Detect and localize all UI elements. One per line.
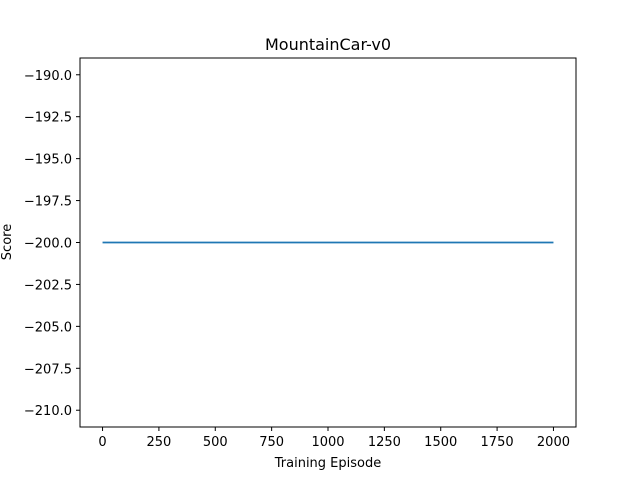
x-tick-label: 1000 bbox=[311, 435, 344, 450]
y-tick-label: −195.0 bbox=[24, 153, 72, 168]
y-tick-label: −205.0 bbox=[24, 320, 72, 335]
x-axis-label: Training Episode bbox=[274, 456, 381, 471]
x-tick-label: 2000 bbox=[537, 435, 570, 450]
y-axis-label: Score bbox=[0, 224, 15, 260]
x-tick-label: 0 bbox=[98, 435, 106, 450]
x-tick-label: 500 bbox=[203, 435, 228, 450]
y-tick-label: −197.5 bbox=[24, 195, 72, 210]
x-tick-label: 250 bbox=[146, 435, 171, 450]
x-tick-label: 1750 bbox=[481, 435, 514, 450]
x-axis-ticks: 0 250 500 750 1000 1250 1500 1750 2000 bbox=[98, 427, 570, 450]
y-tick-label: −190.0 bbox=[24, 69, 72, 84]
x-tick-label: 750 bbox=[259, 435, 284, 450]
y-tick-label: −202.5 bbox=[24, 278, 72, 293]
y-tick-label: −200.0 bbox=[24, 237, 72, 252]
y-tick-label: −210.0 bbox=[24, 404, 72, 419]
x-tick-label: 1250 bbox=[368, 435, 401, 450]
y-tick-label: −192.5 bbox=[24, 111, 72, 126]
y-axis-ticks: −190.0 −192.5 −195.0 −197.5 −200.0 −202.5 −205… bbox=[24, 69, 80, 419]
x-tick-label: 1500 bbox=[424, 435, 457, 450]
chart-title: MountainCar-v0 bbox=[265, 35, 391, 54]
y-tick-label: −207.5 bbox=[24, 362, 72, 377]
